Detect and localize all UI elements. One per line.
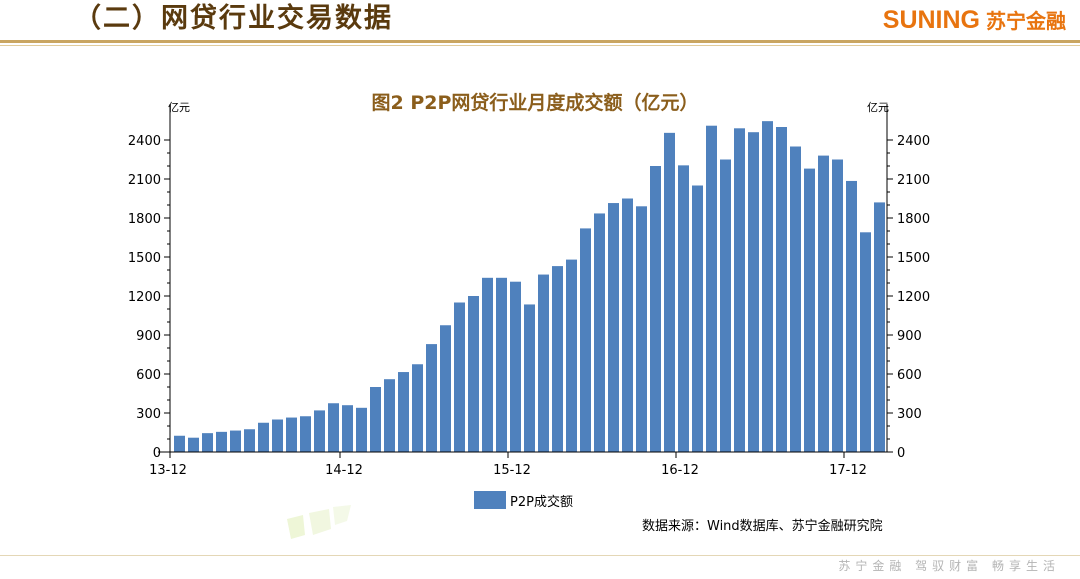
bar [608, 203, 619, 452]
bar [482, 277, 493, 452]
bar [580, 228, 591, 452]
y-tick-label-right: 0 [897, 446, 905, 461]
bar [384, 379, 395, 452]
bar [552, 266, 563, 452]
bar [202, 433, 213, 452]
bar [846, 180, 857, 452]
bar [300, 416, 311, 452]
y-tick-label-left: 2100 [128, 173, 161, 188]
bar [258, 422, 269, 452]
y-tick-label-right: 1200 [897, 290, 930, 305]
x-tick-label: 13-12 [149, 463, 187, 478]
bar [678, 165, 689, 452]
bar [692, 185, 703, 452]
legend-label: P2P成交额 [510, 494, 573, 510]
header-divider [0, 40, 1080, 43]
logo-text-en: SUNING [882, 6, 980, 34]
bar [244, 429, 255, 452]
bar [426, 344, 437, 452]
bar [216, 431, 227, 452]
bar [860, 232, 871, 452]
bar [454, 302, 465, 452]
logo-text-cn: 苏宁金融 [986, 9, 1066, 33]
y-tick-label-left: 900 [136, 329, 161, 344]
bar [342, 405, 353, 452]
bar [398, 372, 409, 452]
y-tick-label-left: 0 [153, 446, 161, 461]
y-tick-label-left: 300 [136, 407, 161, 422]
header-divider-thin [0, 45, 1080, 46]
bar [496, 277, 507, 452]
bar [370, 387, 381, 452]
y-tick-label-right: 300 [897, 407, 922, 422]
chart-title: 图2 P2P网贷行业月度成交额（亿元） [372, 91, 699, 114]
x-tick-label: 15-12 [493, 463, 531, 478]
bar [804, 168, 815, 452]
bar [748, 132, 759, 452]
watermark-icon [287, 505, 351, 539]
y-tick-label-left: 600 [136, 368, 161, 383]
legend-swatch [474, 491, 506, 509]
bar [762, 121, 773, 453]
bar [356, 407, 367, 452]
bar [174, 435, 185, 452]
bar [286, 417, 297, 452]
x-tick-label: 14-12 [325, 463, 363, 478]
bar [636, 206, 647, 452]
bar [622, 198, 633, 452]
bars-group [174, 121, 885, 453]
bar [468, 296, 479, 452]
bar [510, 281, 521, 452]
bar [412, 364, 423, 452]
page-title: （二）网贷行业交易数据 [74, 3, 393, 34]
x-tick-label: 16-12 [661, 463, 699, 478]
bar [706, 125, 717, 452]
y-tick-label-left: 1200 [128, 290, 161, 305]
bar [664, 132, 675, 452]
bar [874, 202, 885, 452]
bar [188, 437, 199, 452]
y-tick-label-right: 2400 [897, 134, 930, 149]
bar [230, 430, 241, 452]
y-axis-unit-left: 亿元 [168, 101, 190, 114]
bar [650, 166, 661, 452]
bar [720, 159, 731, 452]
footer-divider [0, 555, 1080, 556]
bar [328, 403, 339, 452]
x-tick-label: 17-12 [829, 463, 867, 478]
bar [440, 325, 451, 452]
y-tick-label-left: 2400 [128, 134, 161, 149]
bar [790, 146, 801, 452]
y-tick-label-left: 1800 [128, 212, 161, 227]
bar [734, 128, 745, 453]
y-tick-label-left: 1500 [128, 251, 161, 266]
y-tick-label-right: 1500 [897, 251, 930, 266]
y-axis-unit-right: 亿元 [867, 101, 889, 114]
bar [524, 304, 535, 452]
bar [566, 259, 577, 452]
bar [818, 155, 829, 452]
bar [776, 127, 787, 452]
bar [594, 213, 605, 452]
footer-slogan: 苏宁金融 驾驭财富 畅享生活 [838, 559, 1060, 573]
axes-group: 0 0 300 300 600 600 900 900 1200 1200 1500 1500 1800… [128, 104, 930, 478]
bar [314, 410, 325, 452]
y-tick-label-right: 900 [897, 329, 922, 344]
bar [538, 274, 549, 452]
source-note: 数据来源：Wind数据库、苏宁金融研究院 [642, 518, 883, 534]
brand-logo: SUNING 苏宁金融 [883, 4, 1066, 36]
bar [832, 159, 843, 452]
bar [272, 419, 283, 452]
y-tick-label-right: 2100 [897, 173, 930, 188]
y-tick-label-right: 1800 [897, 212, 930, 227]
y-tick-label-right: 600 [897, 368, 922, 383]
